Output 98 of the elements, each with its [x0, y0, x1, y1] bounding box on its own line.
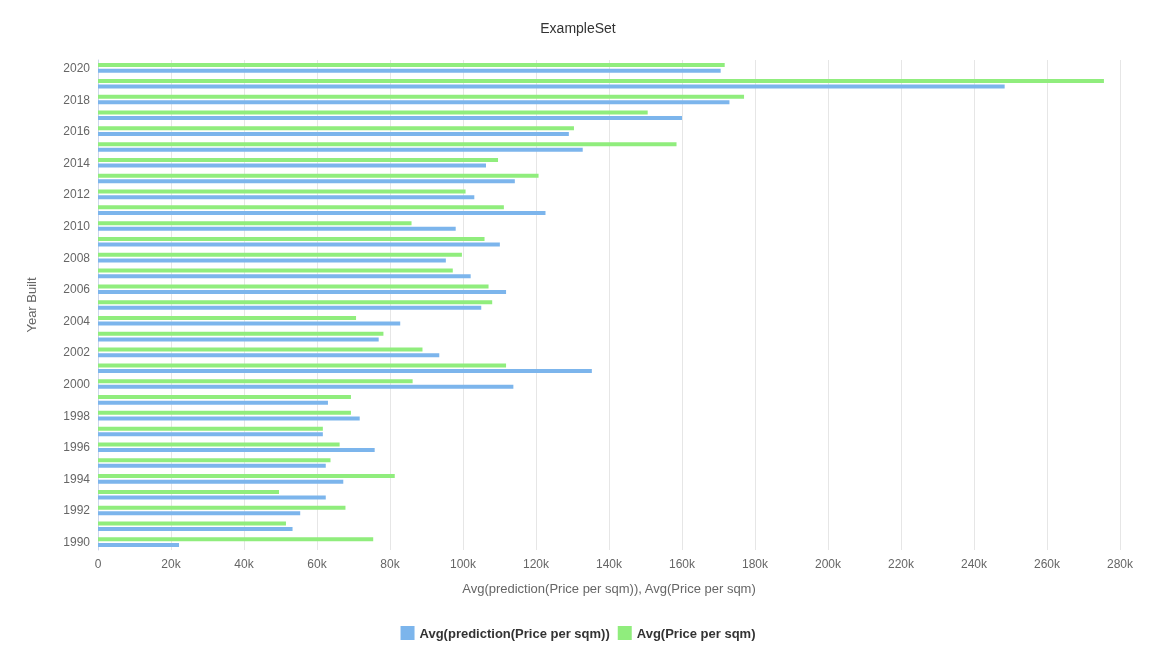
x-tick-label: 180k	[741, 557, 770, 571]
bar	[98, 505, 346, 510]
x-tick-label: 40k	[234, 557, 255, 571]
bar	[98, 537, 374, 542]
y-tick-label: 2008	[63, 250, 91, 265]
bar	[98, 195, 475, 200]
bar	[98, 189, 466, 194]
bar	[98, 94, 745, 99]
chart-title: ExampleSet	[540, 20, 616, 36]
y-tick-label: 1994	[63, 471, 91, 486]
bar	[98, 126, 574, 131]
bar	[98, 179, 515, 184]
bar	[98, 305, 482, 310]
bar	[98, 458, 331, 463]
bar	[98, 163, 486, 168]
bar	[98, 221, 412, 226]
bar	[98, 353, 440, 358]
x-tick-label: 0	[94, 557, 102, 571]
bar	[98, 100, 730, 105]
bar	[98, 395, 351, 400]
bar	[98, 84, 1005, 89]
bar	[98, 321, 401, 326]
bar	[98, 495, 326, 500]
bar	[98, 252, 462, 257]
y-tick-label: 2000	[63, 377, 91, 392]
bar	[98, 347, 423, 352]
bar	[98, 542, 180, 547]
bar	[98, 463, 326, 468]
bar	[98, 337, 379, 342]
x-tick-label: 280k	[1106, 557, 1135, 571]
x-tick-label: 260k	[1033, 557, 1062, 571]
y-tick-label: 2006	[63, 282, 91, 297]
y-tick-label: 2020	[63, 60, 91, 75]
bar	[98, 274, 471, 279]
y-tick-label: 2018	[63, 92, 91, 107]
bar	[98, 479, 344, 484]
bar	[98, 400, 328, 405]
y-tick-label: 1998	[63, 408, 91, 423]
y-tick-label: 2016	[63, 124, 91, 139]
bar	[98, 489, 280, 494]
bar	[98, 226, 456, 231]
bar	[98, 258, 446, 263]
bar	[98, 369, 592, 374]
bar	[98, 432, 323, 437]
x-tick-label: 200k	[814, 557, 843, 571]
y-tick-label: 1992	[63, 503, 91, 518]
bar	[98, 157, 499, 162]
y-tick-label: 1990	[63, 535, 91, 550]
bar	[98, 110, 648, 115]
bar	[98, 78, 1104, 83]
bar	[98, 331, 384, 336]
x-tick-label: 240k	[960, 557, 989, 571]
x-axis-title: Avg(prediction(Price per sqm)), Avg(Price per sqm)	[462, 581, 756, 596]
bar	[98, 242, 500, 247]
bar	[98, 236, 485, 241]
bar	[98, 527, 293, 532]
bar	[98, 442, 340, 447]
y-tick-label: 2014	[63, 155, 91, 170]
bar	[98, 268, 453, 273]
x-tick-label: 100k	[449, 557, 478, 571]
bar	[98, 474, 395, 479]
bar	[98, 289, 507, 294]
bar	[98, 142, 677, 147]
y-tick-label: 2010	[63, 218, 91, 233]
x-tick-label: 120k	[522, 557, 551, 571]
bar	[98, 448, 375, 453]
bar	[98, 68, 721, 73]
y-tick-label: 2002	[63, 345, 91, 360]
bar	[98, 316, 357, 321]
bar	[98, 410, 351, 415]
y-tick-label: 2012	[63, 187, 91, 202]
bar	[98, 416, 360, 421]
x-tick-label: 60k	[307, 557, 328, 571]
bar	[98, 116, 682, 121]
bar	[98, 363, 507, 368]
bar	[98, 131, 569, 136]
y-axis-title: Year Built	[24, 277, 39, 333]
bar	[98, 147, 583, 152]
legend-label: Avg(prediction(Price per sqm))	[419, 625, 610, 641]
bar	[98, 511, 301, 516]
bar	[98, 63, 725, 68]
y-tick-label: 1996	[63, 440, 91, 455]
bar	[98, 521, 286, 526]
bar	[98, 379, 413, 384]
legend-label: Avg(Price per sqm)	[636, 625, 756, 641]
bar	[98, 426, 323, 431]
bar	[98, 173, 539, 178]
x-tick-label: 160k	[668, 557, 697, 571]
y-tick-label: 2004	[63, 313, 91, 328]
x-tick-label: 20k	[161, 557, 182, 571]
x-tick-label: 80k	[380, 557, 401, 571]
x-tick-label: 140k	[595, 557, 624, 571]
x-tick-label: 220k	[887, 557, 916, 571]
bar	[98, 284, 489, 289]
bar	[98, 300, 493, 305]
bar	[98, 384, 514, 389]
bar	[98, 210, 546, 215]
bar	[98, 205, 504, 210]
